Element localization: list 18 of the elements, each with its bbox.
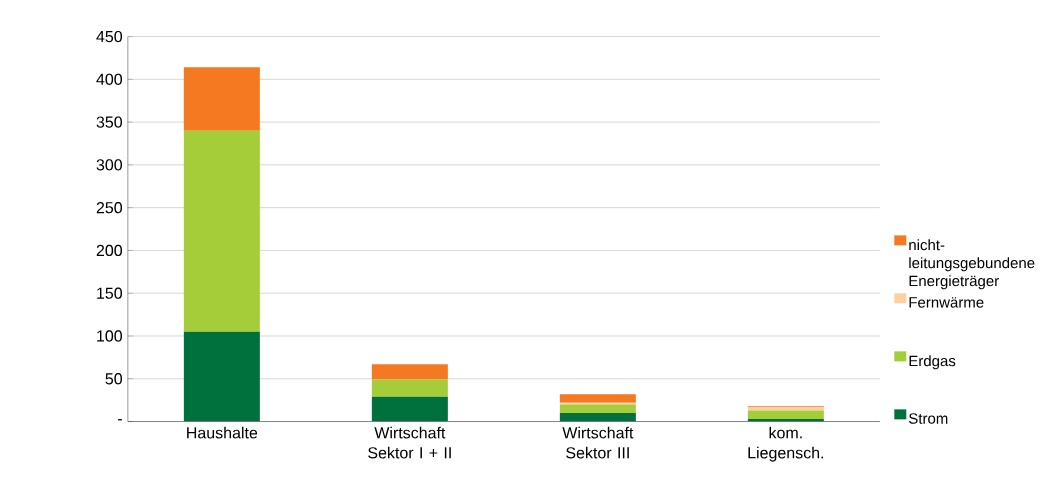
x-tick-label: Wirtschaft Sektor I + II [368, 426, 451, 459]
y-tick-label: 100 [97, 330, 123, 342]
legend-label: Strom [908, 413, 948, 424]
x-tick-label: kom. Liegensch. [748, 426, 824, 462]
y-tick-label: 150 [97, 287, 123, 299]
x-tick-label: Wirtschaft Sektor III [562, 426, 634, 459]
legend-label: Erdgas [909, 355, 956, 370]
legend-label: nicht-leitungsgebundene Energieträger [909, 239, 1035, 290]
y-tick-label: 300 [96, 159, 123, 171]
y-tick-label: 200 [96, 244, 123, 257]
y-tick-label: 250 [96, 201, 123, 214]
y-tick-label: 50 [105, 373, 123, 385]
legend-label: Fernwärme [909, 297, 984, 308]
y-tick-label: 350 [96, 116, 123, 128]
y-tick-label: 450 [96, 30, 123, 43]
y-tick-label: - [118, 419, 122, 421]
x-tick-label: Haushalte [187, 426, 258, 439]
y-tick-label: 400 [96, 73, 123, 85]
